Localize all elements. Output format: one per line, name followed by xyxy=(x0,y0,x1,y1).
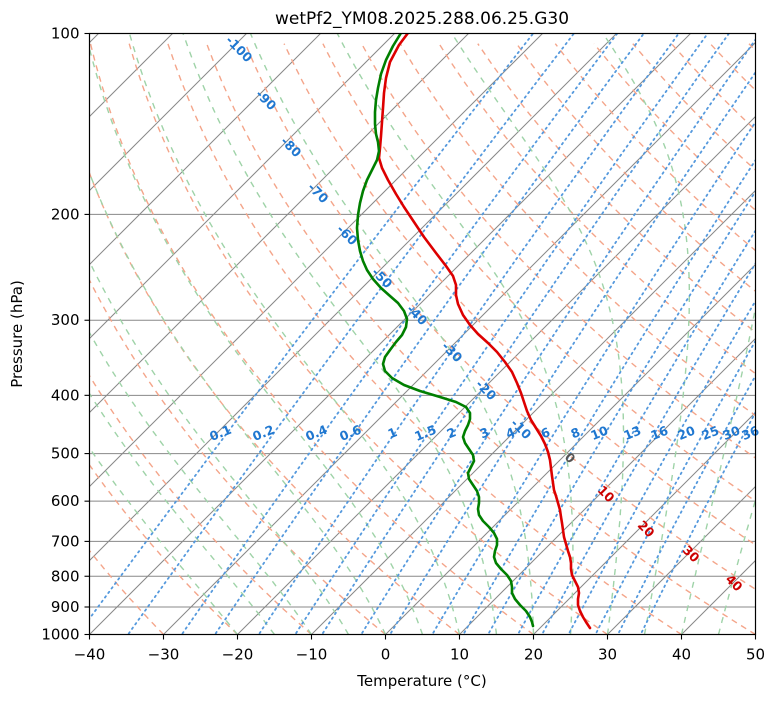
isotherm-line xyxy=(163,41,756,635)
moist-adiabat-line xyxy=(249,33,535,635)
mixing-ratio-line xyxy=(486,189,756,635)
isotherm-line xyxy=(607,485,756,635)
isotherm-line xyxy=(89,33,247,192)
y-tick-label: 1000 xyxy=(41,626,79,644)
mixing-ratio-line xyxy=(180,33,619,635)
mixing-ratio-label: 16 xyxy=(648,423,670,444)
mixing-ratio-line xyxy=(462,158,756,635)
x-tick-label: −30 xyxy=(148,646,180,664)
mixing-ratio-line xyxy=(257,33,680,635)
isotherm-line xyxy=(89,33,543,488)
mixing-ratio-label: 30 xyxy=(720,423,742,444)
x-axis: −40 −30 −20 −10 0 10 20 30 40 50 xyxy=(74,634,765,664)
dry-adiabat-line xyxy=(322,43,756,502)
isotherm-line xyxy=(385,263,756,635)
y-tick-label: 900 xyxy=(51,598,80,616)
dry-adiabat-line xyxy=(360,43,756,459)
mixing-ratio-label: 10 xyxy=(588,423,610,444)
y-axis: 100 200 300 400 500 600 700 800 900 1000 xyxy=(41,25,90,644)
x-tick-label: −20 xyxy=(222,646,254,664)
x-tick-label: 40 xyxy=(672,646,691,664)
dry-adiabat-line xyxy=(244,43,756,591)
x-tick-label: 30 xyxy=(598,646,617,664)
y-tick-label: 500 xyxy=(51,445,80,463)
mixing-ratio-line xyxy=(294,33,709,635)
y-tick-label: 700 xyxy=(51,532,80,550)
mixing-ratio-line xyxy=(360,37,756,635)
mixing-ratio-line xyxy=(516,229,756,635)
mixing-ratio-line xyxy=(89,33,534,621)
isotherm-line xyxy=(89,33,321,266)
dry-adiabat-line xyxy=(206,43,756,635)
y-tick-label: 800 xyxy=(51,567,80,585)
y-tick-label: 400 xyxy=(51,386,80,404)
x-tick-label: 0 xyxy=(381,646,391,664)
x-tick-label: −40 xyxy=(74,646,106,664)
isotherm-line xyxy=(89,33,691,635)
x-tick-label: 50 xyxy=(746,646,765,664)
grid-layer xyxy=(89,33,756,635)
moist-adiabat-line xyxy=(451,33,625,635)
temperature-profile-line xyxy=(377,33,592,630)
isotherm-line xyxy=(89,33,395,340)
mixing-ratio-line xyxy=(320,33,730,635)
isotherm-line xyxy=(533,411,756,635)
mixing-ratio-label: 13 xyxy=(621,423,643,443)
x-tick-label: 20 xyxy=(524,646,543,664)
y-tick-label: 300 xyxy=(51,311,80,329)
isotherm-line xyxy=(237,115,756,635)
y-tick-label: 100 xyxy=(51,25,80,43)
y-axis-label: Pressure (hPa) xyxy=(8,280,26,388)
moist-adiabat-line xyxy=(680,303,756,635)
mixing-ratio-line xyxy=(540,261,756,635)
x-tick-label: −10 xyxy=(296,646,328,664)
mixing-ratio-label: 25 xyxy=(699,423,721,443)
plot-frame xyxy=(88,32,757,636)
mixing-ratio-line xyxy=(388,70,756,635)
dry-adiabat-line xyxy=(89,43,534,635)
x-axis-label: Temperature (°C) xyxy=(356,672,486,690)
moist-adiabat-line xyxy=(128,33,461,635)
y-tick-label: 600 xyxy=(51,492,80,510)
mixing-ratio-line xyxy=(567,299,756,635)
dry-adiabat-line xyxy=(167,43,682,635)
x-tick-label: 10 xyxy=(450,646,469,664)
moist-adiabat-line xyxy=(89,171,387,635)
isotherm-line xyxy=(89,33,617,562)
page-title: wetPf2_YM08.2025.288.06.25.G30 xyxy=(275,9,569,29)
dry-adiabat-line xyxy=(89,278,386,635)
profile-curves-layer xyxy=(355,33,592,630)
moist-adiabat-line xyxy=(336,33,574,635)
dry-adiabat-line xyxy=(399,43,756,417)
isotherm-line xyxy=(89,33,469,414)
moist-adiabat-line xyxy=(89,331,313,635)
dry-adiabat-line xyxy=(89,549,165,635)
moist-adiabat-line xyxy=(602,33,690,635)
dry-adiabat-line xyxy=(283,43,756,546)
dewpoint-profile-line xyxy=(355,33,535,628)
y-tick-label: 200 xyxy=(51,205,80,223)
moist-adiabat-line xyxy=(89,260,350,635)
mixing-ratio-label: 20 xyxy=(675,423,697,444)
moist-adiabat-line xyxy=(89,46,424,635)
mixing-ratio-line xyxy=(126,33,575,635)
mixing-ratio-line xyxy=(213,33,645,635)
dry-adiabat-line xyxy=(89,463,238,635)
isotherm-line xyxy=(459,337,756,635)
isotherm-line xyxy=(311,189,756,635)
dry-adiabat-line xyxy=(128,43,608,635)
